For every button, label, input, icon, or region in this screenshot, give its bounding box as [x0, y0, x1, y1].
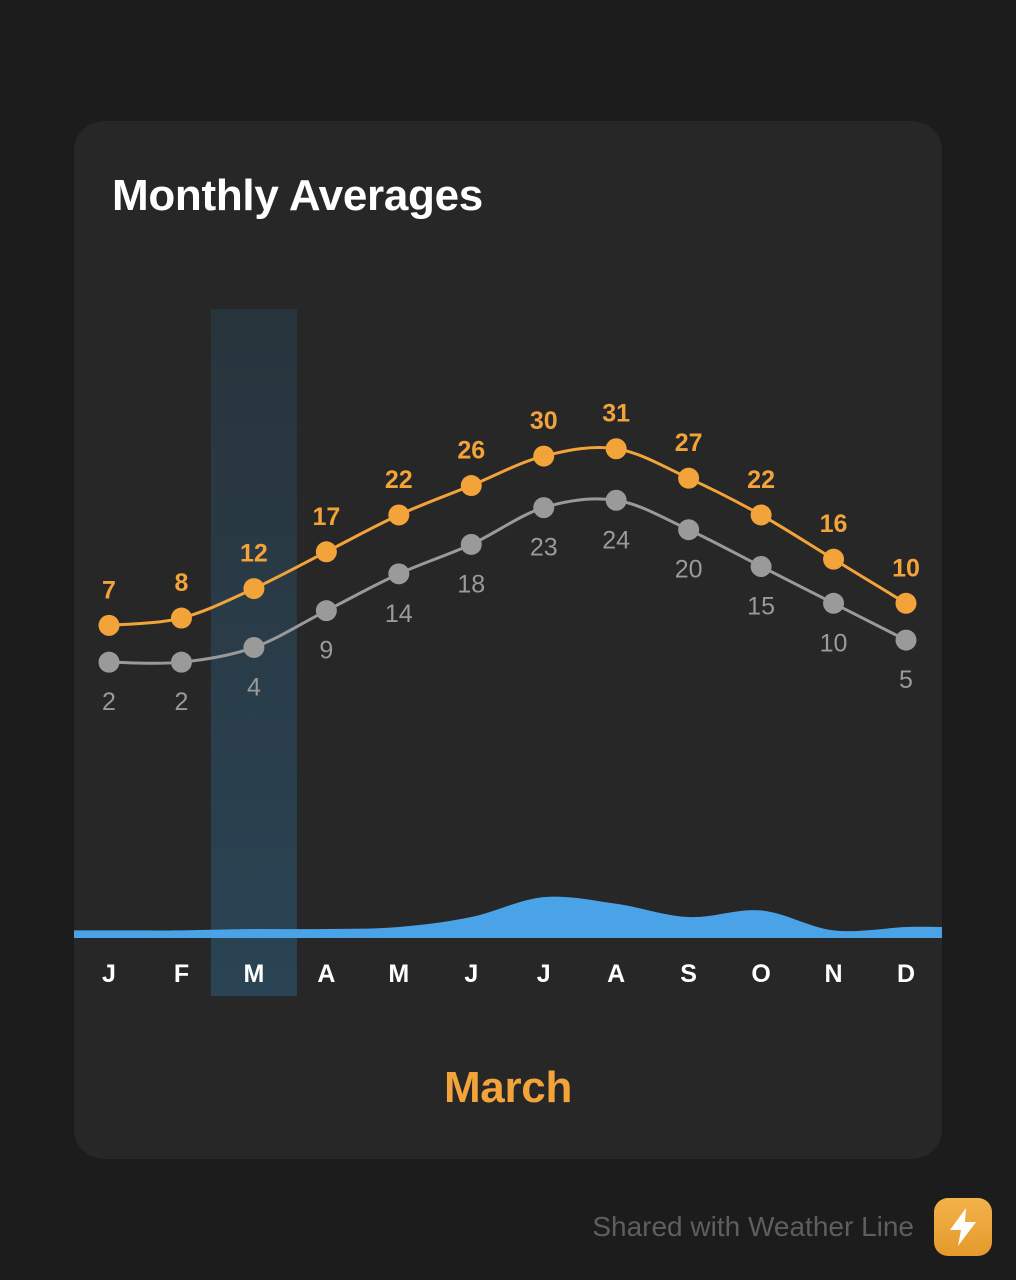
high-temperature-point[interactable]: [605, 438, 627, 460]
high-temperature-point[interactable]: [388, 504, 410, 526]
selected-month-label: March: [443, 1063, 573, 1112]
low-temperature-point[interactable]: [605, 489, 627, 511]
low-temperature-point[interactable]: [388, 563, 410, 585]
high-temperature-point[interactable]: [678, 467, 700, 489]
low-temperature-label: 2: [102, 688, 116, 716]
weather-line-app-badge: [934, 1198, 992, 1256]
low-temperature-point[interactable]: [315, 600, 337, 622]
high-temperature-label: 16: [820, 510, 848, 538]
share-footer: Shared with Weather Line: [592, 1198, 992, 1256]
high-temperature-point[interactable]: [243, 578, 265, 600]
high-temperature-point[interactable]: [98, 614, 120, 636]
high-temperature-label: 10: [892, 554, 920, 582]
high-temperature-label: 7: [102, 576, 116, 604]
low-temperature-point[interactable]: [243, 636, 265, 658]
lightning-bolt-icon: [950, 1208, 976, 1246]
low-temperature-point[interactable]: [750, 556, 772, 577]
month-label[interactable]: F: [174, 960, 189, 988]
low-temperature-point[interactable]: [895, 629, 917, 651]
month-label[interactable]: O: [751, 960, 770, 988]
low-temperature-point[interactable]: [823, 592, 845, 614]
low-temperature-label: 20: [675, 556, 703, 584]
low-temperature-point[interactable]: [533, 497, 555, 519]
low-temperature-label: 10: [820, 629, 848, 657]
high-temperature-label: 22: [747, 466, 775, 494]
month-label[interactable]: D: [897, 960, 915, 988]
low-temperature-label: 15: [747, 593, 775, 621]
precipitation-area: [74, 896, 942, 938]
high-temperature-point[interactable]: [315, 541, 337, 563]
low-temperature-label: 14: [385, 600, 413, 628]
high-temperature-label: 12: [240, 540, 268, 568]
high-temperature-label: 30: [530, 407, 558, 435]
high-temperature-point[interactable]: [750, 504, 772, 526]
shared-with-text: Shared with Weather Line: [592, 1211, 914, 1242]
low-temperature-label: 18: [457, 570, 485, 598]
high-temperature-label: 22: [385, 466, 413, 494]
month-label[interactable]: J: [464, 960, 478, 988]
month-label[interactable]: J: [102, 960, 116, 988]
high-temperature-label: 31: [602, 400, 630, 428]
card-title: Monthly Averages: [112, 171, 483, 220]
low-temperature-label: 24: [602, 526, 630, 554]
low-temperature-point[interactable]: [460, 533, 482, 555]
high-temperature-label: 17: [312, 503, 340, 531]
low-temperature-label: 2: [175, 688, 189, 716]
low-temperature-point[interactable]: [98, 651, 120, 673]
high-temperature-point[interactable]: [823, 548, 845, 570]
month-label[interactable]: S: [680, 960, 697, 988]
low-temperature-label: 23: [530, 534, 558, 562]
month-label[interactable]: A: [317, 960, 335, 988]
high-temperature-point[interactable]: [533, 445, 555, 467]
high-temperature-point[interactable]: [460, 475, 482, 497]
monthly-averages-card: J F M A M J J A S O N D 7 8 12 17 22 26 30 31 27 22 16 10 2 2 4 9 14…: [74, 121, 942, 1159]
low-temperature-point[interactable]: [678, 519, 700, 541]
high-temperature-label: 26: [457, 437, 485, 465]
month-label[interactable]: J: [537, 960, 551, 988]
month-label[interactable]: N: [825, 960, 843, 988]
month-label[interactable]: M: [243, 960, 264, 988]
month-label[interactable]: M: [388, 960, 409, 988]
high-temperature-label: 8: [175, 569, 189, 597]
high-temperature-point[interactable]: [170, 607, 192, 629]
high-temperature-point[interactable]: [895, 592, 917, 614]
month-label[interactable]: A: [607, 960, 625, 988]
low-temperature-point[interactable]: [170, 651, 192, 673]
low-temperature-label: 4: [247, 673, 261, 701]
low-temperature-label: 9: [319, 637, 333, 665]
low-temperature-label: 5: [899, 666, 913, 694]
high-temperature-label: 27: [675, 429, 703, 457]
